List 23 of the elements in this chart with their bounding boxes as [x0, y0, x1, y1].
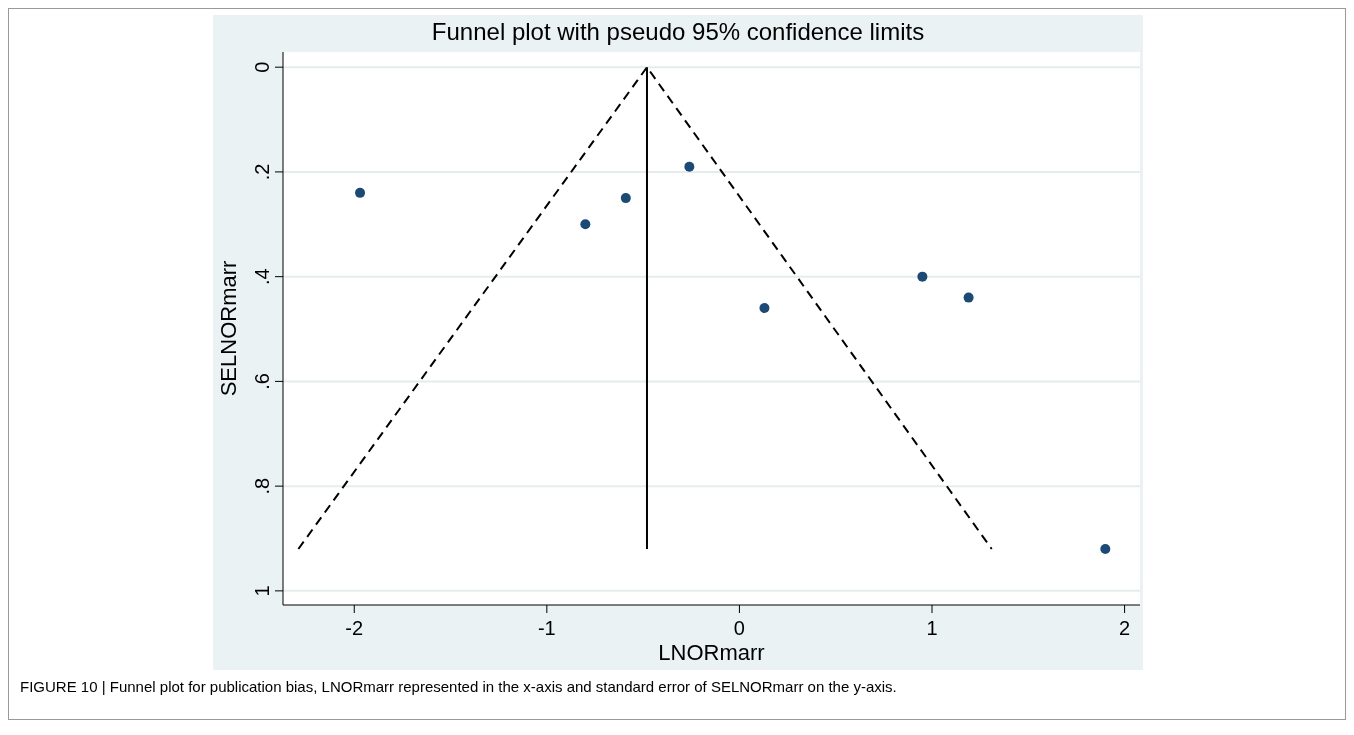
y-tick-label: .2 [251, 163, 273, 181]
x-tick-label: 0 [733, 617, 745, 639]
point [580, 219, 591, 230]
point [963, 292, 974, 303]
x-tick-label: 2 [1119, 617, 1131, 639]
point [917, 271, 928, 282]
y-tick-label: .4 [251, 268, 273, 285]
x-tick-label: -2 [345, 617, 364, 639]
point [355, 187, 366, 198]
caption: FIGURE 10 | Funnel plot for publication bias, LNORmarr represented in the x-axis and standard error of SELNORmarr on the y-axis. [20, 678, 897, 695]
y-tick-label: 0 [251, 61, 273, 73]
x-tick-label: 1 [926, 617, 938, 639]
x-tick-label: -1 [537, 617, 556, 639]
chart-title: Funnel plot with pseudo 95% confidence limits [431, 18, 925, 45]
y-tick-label: .6 [251, 373, 273, 390]
point [1100, 543, 1111, 554]
point [759, 303, 770, 314]
x-axis-title: LNORmarr [658, 640, 765, 665]
y-tick-label: 1 [251, 585, 273, 597]
point [620, 193, 631, 204]
point [684, 161, 695, 172]
y-axis-title: SELNORmarr [216, 260, 241, 397]
y-tick-label: .8 [251, 477, 273, 495]
